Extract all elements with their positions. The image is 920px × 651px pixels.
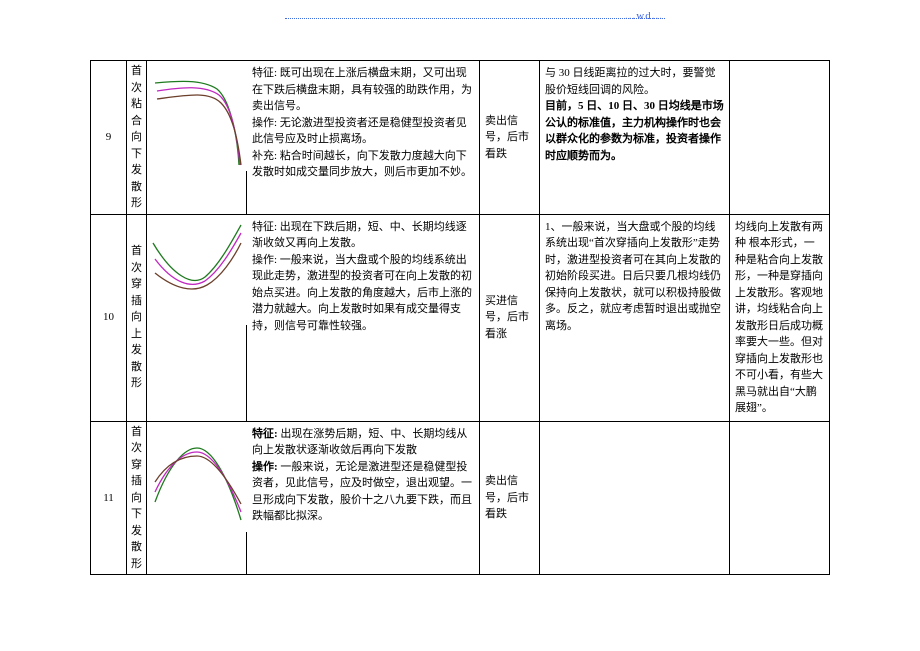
pattern-name: 首次穿插向下发散形 — [127, 421, 147, 575]
analysis: 与 30 日线距离拉的过大时，要警觉股价短线回调的风险。 目前，5 日、10 日… — [540, 61, 730, 215]
table-row: 11 首次穿插向下发散形 特征: 出现在涨势后期，短、中、长期均线从向上发散状逐… — [91, 421, 830, 575]
header-divider — [285, 18, 665, 19]
signal: 卖出信号，后市看跌 — [480, 61, 540, 215]
pattern-name: 首次穿插向上发散形 — [127, 214, 147, 421]
chart-cell — [147, 421, 247, 575]
analysis: 1、一般来说，当大盘或个股的均线系统出现“首次穿插向上发散形”走势时，激进型投资… — [540, 214, 730, 421]
desc-text2: 一般来说，无论是激进型还是稳健型投资者，见此信号，应及时做空，退出观望。一旦形成… — [252, 461, 472, 523]
header-label: ...wd... — [625, 10, 663, 22]
row-number: 10 — [91, 214, 127, 421]
description: 特征: 出现在下跌后期，短、中、长期均线逐渐收敛又再向上发散。操作: 一般来说，… — [247, 214, 480, 421]
chart-10 — [147, 215, 247, 325]
table-row: 9 首次粘合向下发散形 特征: 既可出现在上涨后横盘末期，又可出现在下跌后横盘末… — [91, 61, 830, 215]
extra — [730, 421, 830, 575]
description: 特征: 出现在涨势后期，短、中、长期均线从向上发散状逐渐收敛后再向下发散 操作:… — [247, 421, 480, 575]
chart-cell — [147, 61, 247, 215]
signal: 买进信号，后市看涨 — [480, 214, 540, 421]
chart-9 — [147, 61, 247, 171]
row-number: 9 — [91, 61, 127, 215]
page-header: ...wd... — [0, 0, 920, 60]
desc-bold2: 操作: — [252, 461, 278, 473]
signal: 卖出信号，后市看跌 — [480, 421, 540, 575]
chart-cell — [147, 214, 247, 421]
patterns-table: 9 首次粘合向下发散形 特征: 既可出现在上涨后横盘末期，又可出现在下跌后横盘末… — [90, 60, 830, 575]
analysis-text: 与 30 日线距离拉的过大时，要警觉股价短线回调的风险。 — [545, 67, 716, 96]
pattern-name: 首次粘合向下发散形 — [127, 61, 147, 215]
extra: 均线向上发散有两种 根本形式，一种是粘合向上发散形，一种是穿插向上发散形。客观地… — [730, 214, 830, 421]
desc-text: 出现在涨势后期，短、中、长期均线从向上发散状逐渐收敛后再向下发散 — [252, 428, 467, 457]
desc-bold: 特征: — [252, 428, 278, 440]
description: 特征: 既可出现在上涨后横盘末期，又可出现在下跌后横盘末期，具有较强的助跌作用，… — [247, 61, 480, 215]
chart-11 — [147, 422, 247, 532]
analysis — [540, 421, 730, 575]
table-row: 10 首次穿插向上发散形 特征: 出现在下跌后期，短、中、长期均线逐渐收敛又再向… — [91, 214, 830, 421]
content: 9 首次粘合向下发散形 特征: 既可出现在上涨后横盘末期，又可出现在下跌后横盘末… — [0, 60, 920, 575]
analysis-bold: 目前，5 日、10 日、30 日均线是市场公认的标准值，主力机构操作时也会以群众… — [545, 100, 724, 162]
extra — [730, 61, 830, 215]
row-number: 11 — [91, 421, 127, 575]
